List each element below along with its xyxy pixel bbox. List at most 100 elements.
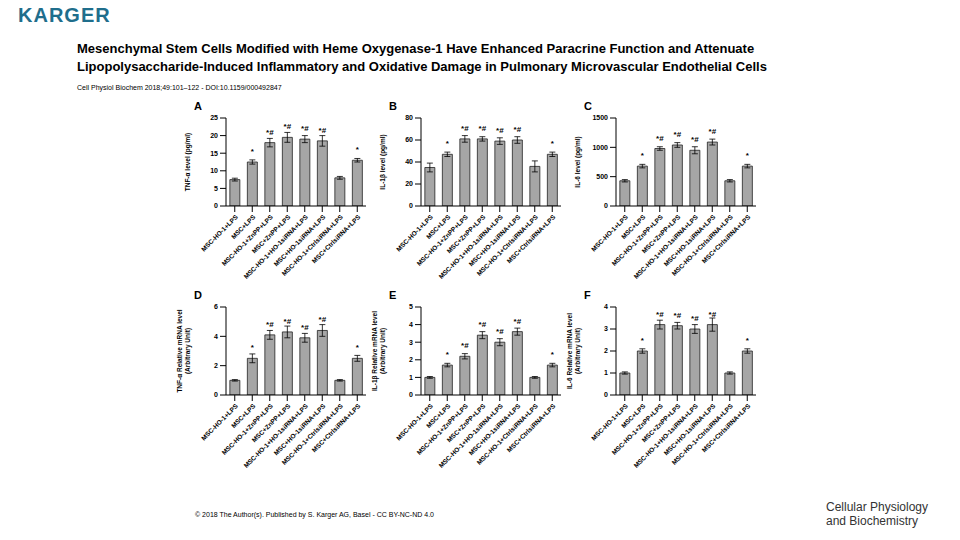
svg-text:*#: *# [656, 134, 664, 143]
svg-text:*#: *# [691, 314, 699, 323]
svg-text:*#: *# [514, 125, 522, 134]
svg-text:MSC+CtrlsiRNA+LPS: MSC+CtrlsiRNA+LPS [505, 402, 557, 454]
svg-text:MSC+CtrlsiRNA+LPS: MSC+CtrlsiRNA+LPS [505, 213, 557, 265]
svg-text:*#: *# [284, 122, 292, 131]
svg-text:*#: *# [284, 317, 292, 326]
svg-text:5: 5 [409, 303, 413, 310]
svg-text:MSC+CtrlsiRNA+LPS: MSC+CtrlsiRNA+LPS [310, 402, 362, 454]
svg-text:2: 2 [214, 362, 218, 369]
svg-text:MSC-HO-1+CtrlsiRNA+LPS: MSC-HO-1+CtrlsiRNA+LPS [670, 402, 734, 466]
svg-text:4: 4 [604, 303, 608, 310]
svg-text:*#: *# [496, 126, 504, 135]
svg-text:20: 20 [210, 132, 218, 139]
svg-text:MSC-HO-1+CtrlsiRNA+LPS: MSC-HO-1+CtrlsiRNA+LPS [670, 213, 734, 277]
svg-text:MSC+HO-1siRNA+LPS: MSC+HO-1siRNA+LPS [272, 213, 327, 268]
svg-text:IL-1β level (pg/ml): IL-1β level (pg/ml) [379, 134, 387, 189]
svg-text:*#: *# [709, 127, 717, 136]
svg-text:MSC-HO-1+CtrlsiRNA+LPS: MSC-HO-1+CtrlsiRNA+LPS [475, 213, 539, 277]
svg-text:(Arbitrary Unit): (Arbitrary Unit) [184, 328, 192, 374]
svg-text:MSC-HO-1+CtrlsiRNA+LPS: MSC-HO-1+CtrlsiRNA+LPS [280, 402, 344, 466]
svg-text:500: 500 [596, 173, 608, 180]
svg-text:*: * [356, 145, 360, 154]
svg-text:*: * [251, 147, 255, 156]
svg-text:0: 0 [214, 202, 218, 209]
svg-text:MSC-HO-1+HO-1siRNA+LPS: MSC-HO-1+HO-1siRNA+LPS [632, 402, 699, 469]
svg-text:25: 25 [210, 114, 218, 121]
svg-text:3: 3 [409, 339, 413, 346]
svg-text:*#: *# [674, 311, 682, 320]
svg-text:0: 0 [409, 202, 413, 209]
svg-text:*#: *# [709, 310, 717, 319]
svg-text:*#: *# [479, 124, 487, 133]
svg-text:MSC-HO-1+CtrlsiRNA+LPS: MSC-HO-1+CtrlsiRNA+LPS [280, 213, 344, 277]
svg-text:*#: *# [266, 128, 274, 137]
svg-text:*: * [641, 151, 645, 160]
svg-text:1000: 1000 [592, 144, 608, 151]
svg-text:MSC+CtrlsiRNA+LPS: MSC+CtrlsiRNA+LPS [310, 213, 362, 265]
svg-text:*#: *# [301, 124, 309, 133]
svg-text:4: 4 [214, 333, 218, 340]
svg-text:5: 5 [214, 185, 218, 192]
svg-text:1: 1 [409, 374, 413, 381]
svg-text:*: * [446, 350, 450, 359]
svg-text:MSC-HO-1+HO-1siRNA+LPS: MSC-HO-1+HO-1siRNA+LPS [437, 402, 504, 469]
svg-text:1: 1 [604, 369, 608, 376]
svg-text:80: 80 [405, 114, 413, 121]
svg-text:*#: *# [301, 323, 309, 332]
svg-text:*: * [356, 343, 360, 352]
svg-text:*#: *# [691, 135, 699, 144]
svg-text:*#: *# [496, 327, 504, 336]
svg-text:*#: *# [461, 341, 469, 350]
svg-text:*#: *# [319, 315, 327, 324]
svg-text:E: E [389, 289, 396, 301]
svg-text:F: F [584, 289, 591, 301]
svg-text:IL-6 Relative mRNA level: IL-6 Relative mRNA level [566, 313, 573, 389]
svg-text:3: 3 [604, 325, 608, 332]
svg-text:MSC+CtrlsiRNA+LPS: MSC+CtrlsiRNA+LPS [700, 213, 752, 265]
svg-text:*#: *# [319, 126, 327, 135]
svg-text:(Arbitrary Unit): (Arbitrary Unit) [574, 328, 582, 374]
svg-text:40: 40 [405, 158, 413, 165]
svg-text:*: * [641, 336, 645, 345]
svg-text:0: 0 [214, 391, 218, 398]
svg-text:0: 0 [409, 391, 413, 398]
svg-text:0: 0 [604, 391, 608, 398]
svg-text:*#: *# [674, 130, 682, 139]
svg-text:*#: *# [479, 320, 487, 329]
svg-text:*#: *# [461, 124, 469, 133]
svg-text:2: 2 [604, 347, 608, 354]
svg-text:*#: *# [514, 317, 522, 326]
svg-text:*: * [746, 336, 750, 345]
svg-text:MSC+CtrlsiRNA+LPS: MSC+CtrlsiRNA+LPS [700, 402, 752, 454]
svg-text:MSC-HO-1+HO-1siRNA+LPS: MSC-HO-1+HO-1siRNA+LPS [242, 402, 309, 469]
svg-text:*: * [251, 343, 255, 352]
svg-text:*: * [446, 139, 450, 148]
svg-text:4: 4 [409, 321, 413, 328]
svg-text:2: 2 [409, 356, 413, 363]
svg-text:*#: *# [656, 310, 664, 319]
svg-text:0: 0 [604, 202, 608, 209]
svg-text:20: 20 [405, 180, 413, 187]
svg-text:6: 6 [214, 303, 218, 310]
svg-text:*: * [746, 151, 750, 160]
svg-text:MSC-HO-1+HO-1siRNA+LPS: MSC-HO-1+HO-1siRNA+LPS [242, 213, 309, 280]
svg-text:IL-1β Relative mRNA level: IL-1β Relative mRNA level [371, 311, 379, 391]
svg-text:TNF-α Relative mRNA level: TNF-α Relative mRNA level [176, 309, 183, 392]
svg-text:*: * [551, 350, 555, 359]
svg-text:TNF-α level (pg/ml): TNF-α level (pg/ml) [184, 133, 192, 192]
svg-text:MSC-HO-1+HO-1siRNA+LPS: MSC-HO-1+HO-1siRNA+LPS [437, 213, 504, 280]
svg-text:10: 10 [210, 167, 218, 174]
svg-text:*: * [551, 139, 555, 148]
svg-text:*#: *# [266, 320, 274, 329]
svg-text:A: A [194, 100, 202, 112]
svg-text:D: D [194, 289, 202, 301]
svg-text:IL-6 level (pg/ml): IL-6 level (pg/ml) [574, 136, 582, 187]
svg-text:C: C [584, 100, 592, 112]
svg-text:15: 15 [210, 150, 218, 157]
svg-text:(Arbitrary Unit): (Arbitrary Unit) [379, 328, 387, 374]
svg-text:60: 60 [405, 136, 413, 143]
svg-text:MSC-HO-1+CtrlsiRNA+LPS: MSC-HO-1+CtrlsiRNA+LPS [475, 402, 539, 466]
svg-text:1500: 1500 [592, 114, 608, 121]
svg-text:B: B [389, 100, 397, 112]
svg-text:MSC-HO-1+HO-1siRNA+LPS: MSC-HO-1+HO-1siRNA+LPS [632, 213, 699, 280]
